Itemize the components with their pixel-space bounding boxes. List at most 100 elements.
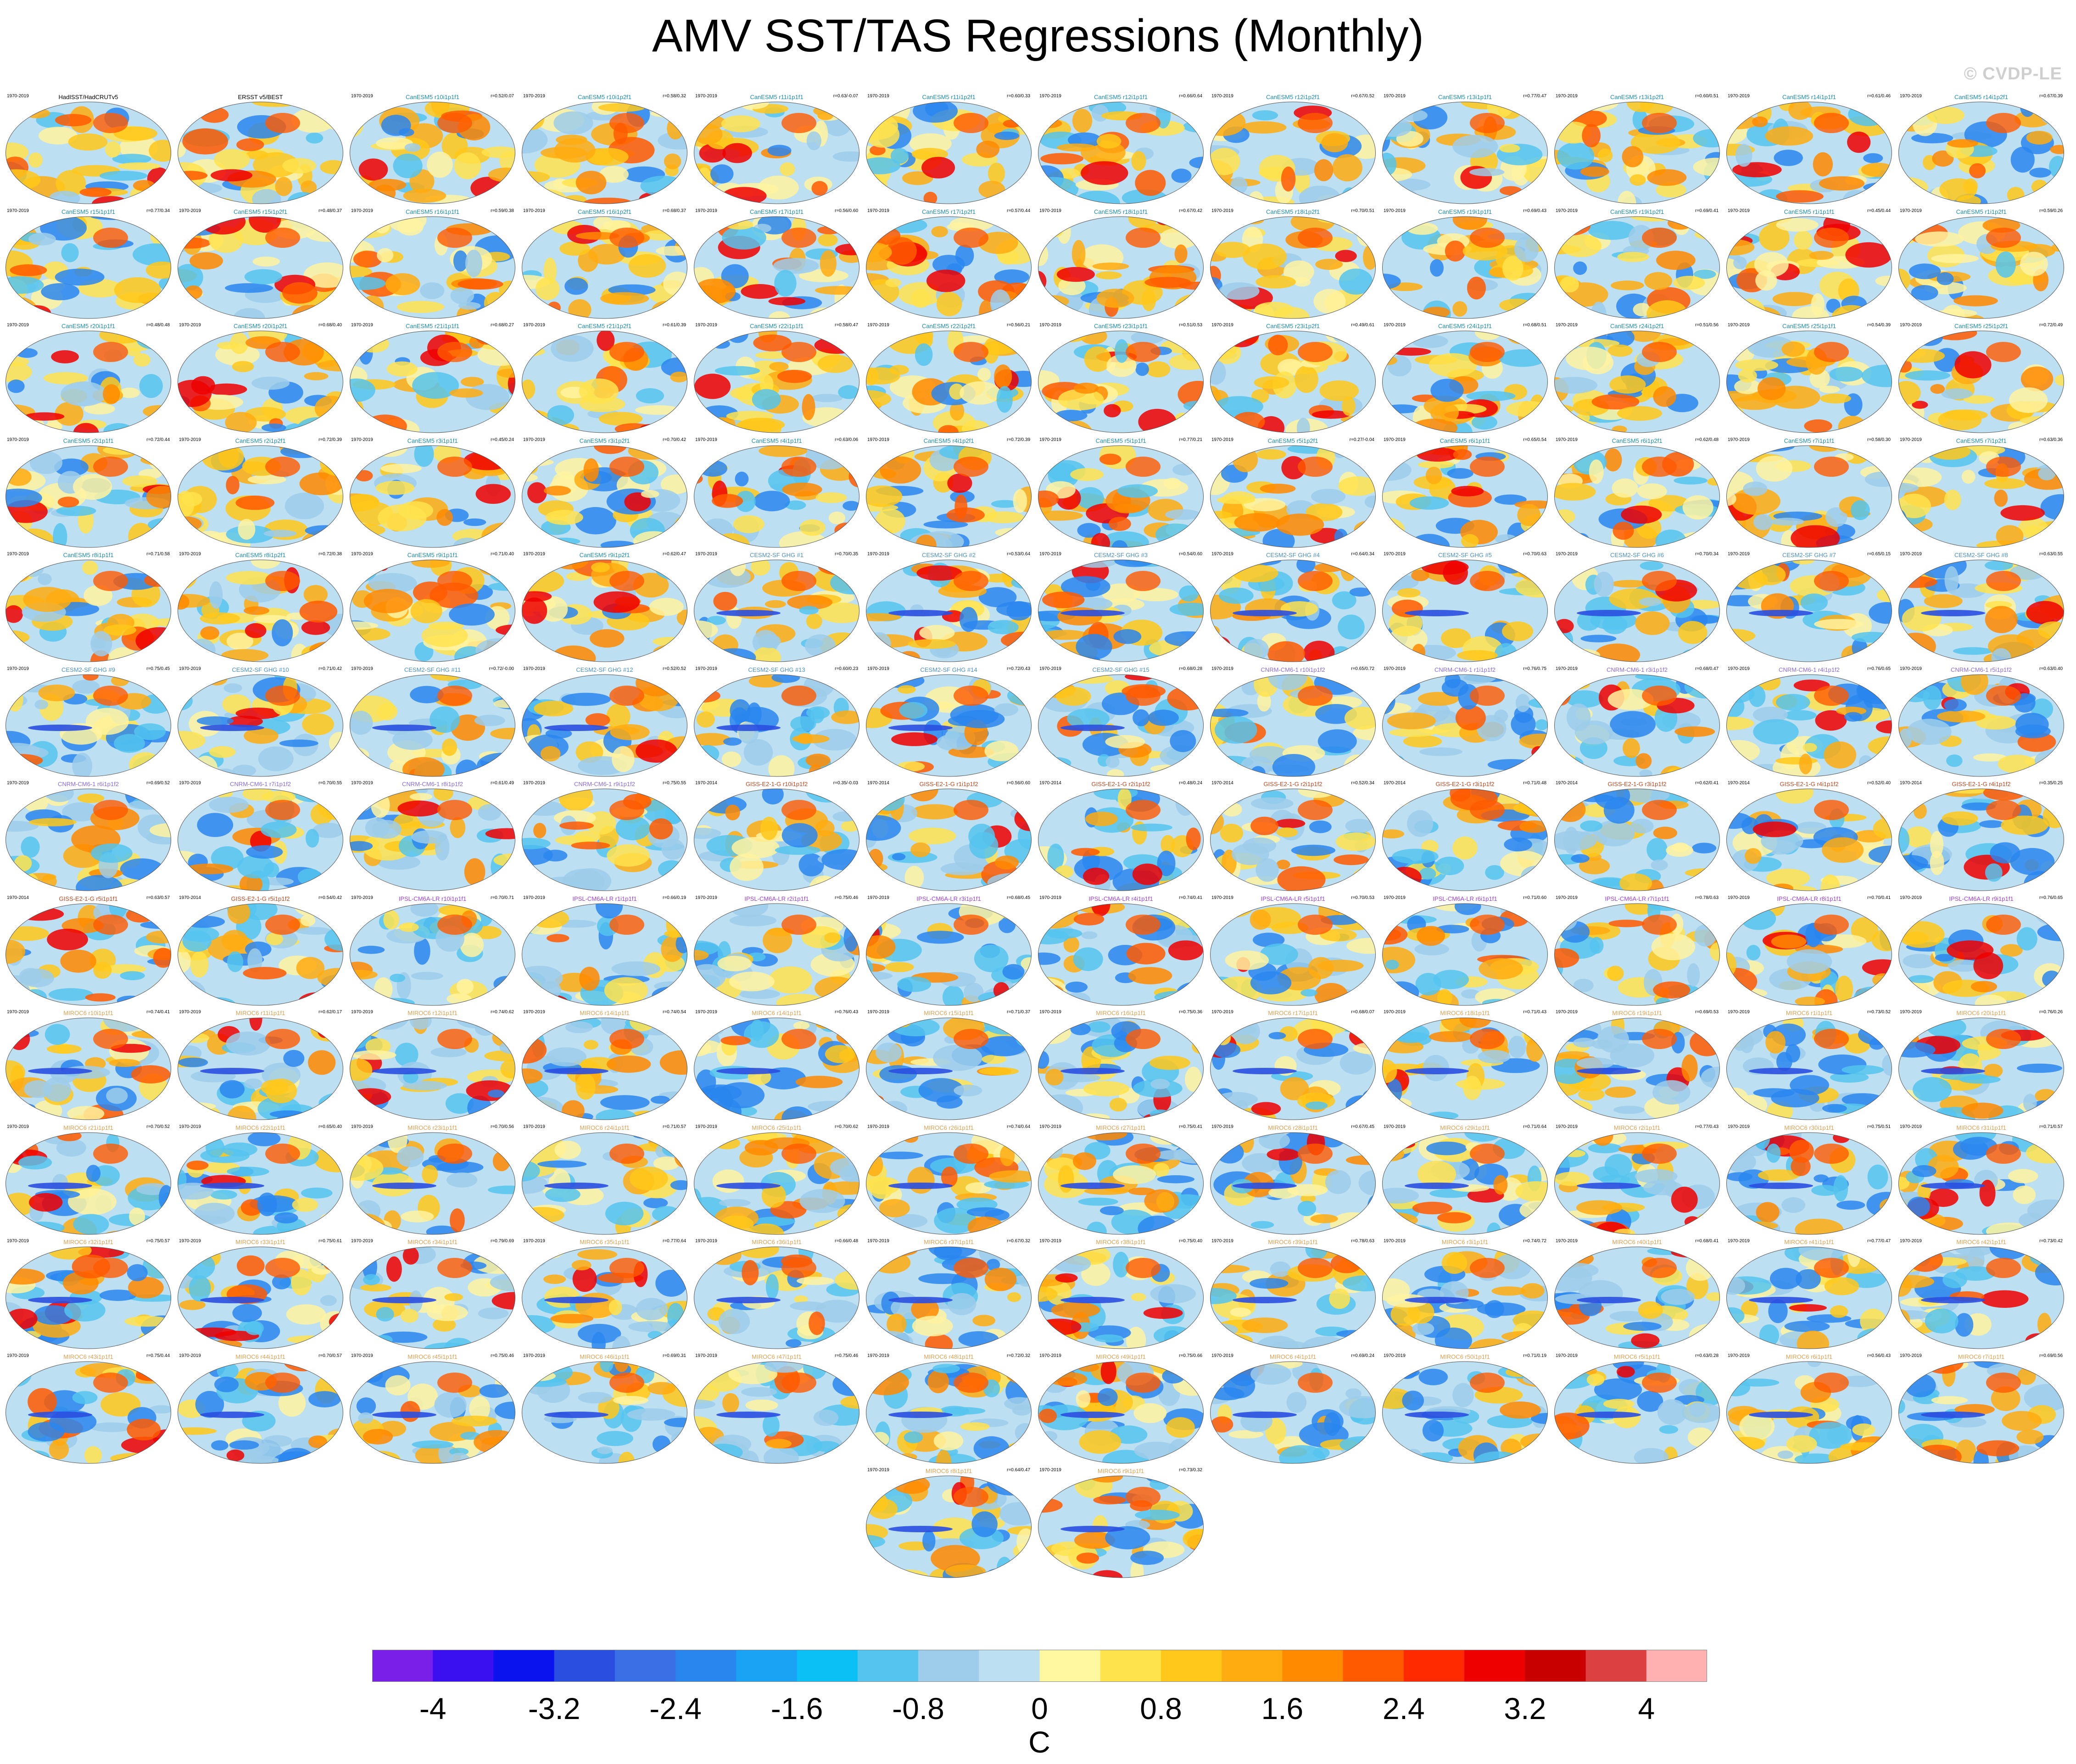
map-panel: 1970-2019 MIROC6 r16i1p1f1 r=0.75/0.36 bbox=[1035, 1008, 1207, 1122]
panel-title: MIROC6 r19i1p1f1 bbox=[1612, 1010, 1662, 1016]
panel-title: CanESM5 r5i1p1f1 bbox=[1095, 437, 1146, 444]
panel-correlation: r=0.72/0.39 bbox=[318, 437, 342, 442]
panel-correlation: r=0.70/0.55 bbox=[318, 781, 342, 786]
panel-years: 1970-2019 bbox=[179, 666, 201, 671]
panel-correlation: r=0.48/0.48 bbox=[146, 323, 170, 328]
panel-title: CanESM5 r14i1p1f1 bbox=[1782, 94, 1836, 100]
panel-years: 1970-2019 bbox=[1039, 552, 1061, 557]
regression-map bbox=[1726, 1132, 1892, 1234]
regression-map bbox=[866, 445, 1032, 547]
colorbar-swatch bbox=[1464, 1650, 1525, 1682]
panel-title: GISS-E2-1-G r4i1p1f2 bbox=[1952, 781, 2011, 787]
panel-years: 1970-2019 bbox=[1384, 1124, 1406, 1129]
regression-map bbox=[694, 1132, 859, 1234]
panel-correlation: r=0.63/0.28 bbox=[1695, 1353, 1719, 1358]
panel-title: MIROC6 r15i1p1f1 bbox=[924, 1010, 974, 1016]
regression-map bbox=[866, 559, 1032, 662]
regression-map bbox=[178, 674, 343, 776]
regression-map bbox=[1382, 559, 1548, 662]
panel-years: 1970-2019 bbox=[1039, 437, 1061, 442]
map-panel: 1970-2014 GISS-E2-1-G r1i1p1f2 r=0.56/0.60 bbox=[863, 779, 1035, 893]
panel-correlation: r=0.72/0.43 bbox=[1007, 666, 1030, 671]
map-panel: 1970-2019 MIROC6 r20i1p1f1 r=0.76/0.26 bbox=[1895, 1008, 2067, 1122]
panel-title: MIROC6 r11i1p1f1 bbox=[235, 1010, 285, 1016]
regression-map bbox=[1726, 445, 1892, 547]
panel-years: 1970-2019 bbox=[523, 552, 545, 557]
map-panel: 1970-2019 CanESM5 r18i1p1f1 r=0.67/0.42 bbox=[1035, 207, 1207, 321]
panel-years: 1970-2019 bbox=[1384, 94, 1406, 99]
regression-map bbox=[522, 330, 687, 433]
panel-correlation: r=0.74/0.62 bbox=[491, 1010, 514, 1015]
map-panel: 1970-2019 MIROC6 r44i1p1f1 r=0.70/0.57 bbox=[174, 1351, 346, 1466]
panel-correlation: r=0.62/0.17 bbox=[318, 1010, 342, 1015]
panel-correlation: r=0.60/0.51 bbox=[1695, 94, 1719, 99]
regression-map bbox=[1726, 1361, 1892, 1463]
panel-title: CanESM5 r10i1p1f1 bbox=[405, 94, 460, 100]
regression-map bbox=[1898, 216, 2064, 318]
panel-title: MIROC6 r6i1p1f1 bbox=[1786, 1353, 1833, 1360]
panel-years: 1970-2019 bbox=[1039, 895, 1061, 900]
panel-years: 1970-2014 bbox=[1900, 781, 1922, 786]
map-panel: 1970-2019 CanESM5 r5i1p1f1 r=0.77/0.21 bbox=[1035, 435, 1207, 550]
panel-title: MIROC6 r33i1p1f1 bbox=[235, 1239, 285, 1245]
panel-correlation: r=0.74/0.64 bbox=[1007, 1124, 1030, 1129]
regression-map bbox=[1726, 101, 1892, 204]
panel-title: CanESM5 r13i1p2f1 bbox=[1610, 94, 1664, 100]
map-panel: 1970-2019 CanESM5 r3i1p2f1 r=0.70/0.42 bbox=[519, 435, 691, 550]
map-panel: 1970-2019 CESM2-SF GHG #9 r=0.75/0.45 bbox=[2, 664, 174, 779]
panel-years: 1970-2019 bbox=[351, 437, 373, 442]
map-panel: 1970-2019 MIROC6 r4i1p1f1 r=0.69/0.24 bbox=[1207, 1351, 1379, 1466]
panel-title: CESM2-SF GHG #12 bbox=[576, 666, 633, 673]
panel-years: 1970-2019 bbox=[1900, 208, 1922, 213]
map-panel: 1970-2019 MIROC6 r40i1p1f1 r=0.68/0.41 bbox=[1551, 1237, 1723, 1351]
map-panel: 1970-2019 CanESM5 r17i1p2f1 r=0.57/0.44 bbox=[863, 207, 1035, 321]
regression-map bbox=[1554, 101, 1720, 204]
map-panel: 1970-2019 CanESM5 r17i1p1f1 r=0.56/0.60 bbox=[691, 207, 863, 321]
panel-title: CanESM5 r15i1p2f1 bbox=[233, 208, 288, 215]
map-panel: 1970-2019 MIROC6 r34i1p1f1 r=0.79/0.69 bbox=[346, 1237, 519, 1351]
panel-years: 1970-2014 bbox=[867, 781, 889, 786]
panel-title: MIROC6 r48i1p1f1 bbox=[924, 1353, 974, 1360]
colorbar-tick-label: -4 bbox=[419, 1691, 446, 1725]
map-panel: 1970-2019 CNRM-CM6-1 r6i1p1f2 r=0.69/0.52 bbox=[2, 779, 174, 893]
panel-correlation: r=0.59/0.38 bbox=[491, 208, 514, 213]
panel-years: 1970-2019 bbox=[1900, 895, 1922, 900]
panel-title: CanESM5 r20i1p2f1 bbox=[233, 323, 288, 329]
panel-years: 1970-2019 bbox=[179, 1353, 201, 1358]
regression-map bbox=[1726, 330, 1892, 433]
regression-map bbox=[1554, 1132, 1720, 1234]
map-panel: 1970-2019 IPSL-CM6A-LR r1i1p1f1 r=0.66/0.1… bbox=[519, 893, 691, 1008]
map-panel: 1970-2019 MIROC6 r22i1p1f1 r=0.65/0.40 bbox=[174, 1122, 346, 1237]
panel-years: 1970-2019 bbox=[1728, 323, 1750, 328]
panel-title: CNRM-CM6-1 r8i1p1f2 bbox=[402, 781, 463, 787]
map-panel: 1970-2019 MIROC6 r45i1p1f1 r=0.75/0.46 bbox=[346, 1351, 519, 1466]
panel-title: CNRM-CM6-1 r10i1p1f2 bbox=[1261, 666, 1325, 673]
map-panel: 1970-2019 MIROC6 r15i1p1f1 r=0.71/0.37 bbox=[863, 1008, 1035, 1122]
panel-title: MIROC6 r17i1p1f1 bbox=[1268, 1010, 1318, 1016]
map-panel: 1970-2019 MIROC6 r1i1p1f1 r=0.73/0.52 bbox=[1723, 1008, 1895, 1122]
panel-title: CanESM5 r17i1p2f1 bbox=[921, 208, 976, 215]
regression-map bbox=[178, 330, 343, 433]
colorbar-swatch bbox=[736, 1650, 798, 1682]
panel-years: 1970-2019 bbox=[179, 1239, 201, 1244]
panel-years: 1970-2019 bbox=[867, 1239, 889, 1244]
panel-years: 1970-2019 bbox=[1384, 1239, 1406, 1244]
panel-years: 1970-2019 bbox=[1728, 1353, 1750, 1358]
panel-correlation: r=0.66/0.64 bbox=[1179, 94, 1202, 99]
panel-title: MIROC6 r45i1p1f1 bbox=[407, 1353, 458, 1360]
regression-map bbox=[694, 101, 859, 204]
colorbar-swatch bbox=[554, 1650, 615, 1682]
map-panel: 1970-2019 CanESM5 r11i1p2f1 r=0.60/0.33 bbox=[863, 92, 1035, 207]
regression-map bbox=[1554, 1017, 1720, 1120]
panel-correlation: r=0.68/0.28 bbox=[1179, 666, 1202, 671]
panel-title: MIROC6 r25i1p1f1 bbox=[752, 1124, 802, 1131]
panel-correlation: r=0.63/0.57 bbox=[146, 895, 170, 900]
map-panel: 1970-2019 CanESM5 r16i1p1f1 r=0.59/0.38 bbox=[346, 207, 519, 321]
panel-correlation: r=0.71/0.57 bbox=[2039, 1124, 2063, 1129]
regression-map bbox=[522, 674, 687, 776]
map-panel: 1970-2019 MIROC6 r39i1p1f1 r=0.78/0.63 bbox=[1207, 1237, 1379, 1351]
map-panel: 1970-2019 CESM2-SF GHG #6 r=0.70/0.34 bbox=[1551, 550, 1723, 664]
panel-title: MIROC6 r4i1p1f1 bbox=[1269, 1353, 1317, 1360]
panel-years: 1970-2019 bbox=[695, 1239, 717, 1244]
panel-years: 1970-2019 bbox=[7, 666, 29, 671]
